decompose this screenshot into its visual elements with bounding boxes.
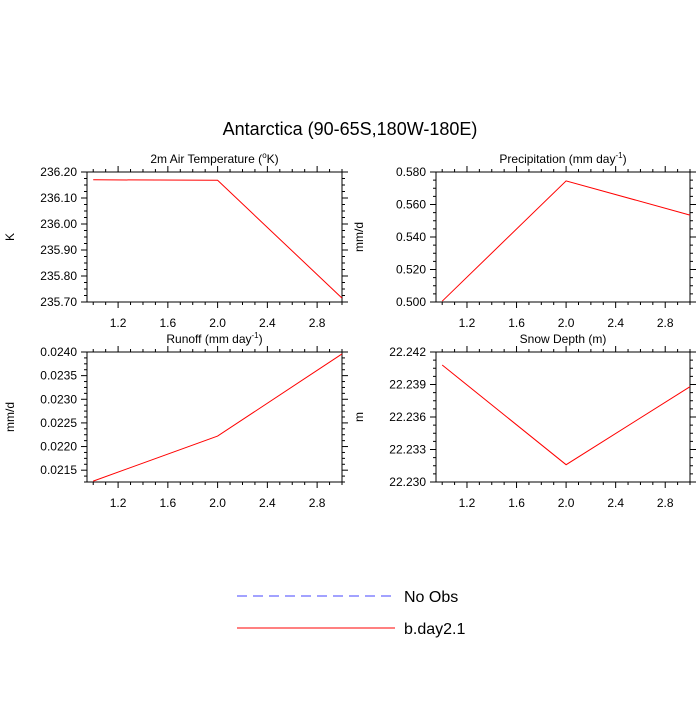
panel-title-main: Runoff (mm day: [166, 332, 251, 346]
series-line: [441, 180, 691, 302]
x-tick-label: 2.0: [558, 496, 575, 510]
y-tick-label: 0.580: [396, 165, 426, 179]
x-tick-label: 1.2: [110, 496, 127, 510]
series-line: [441, 364, 691, 466]
x-tick-label: 2.4: [259, 496, 276, 510]
panel-4: Snow Depth (m) m 1.2 1.6 2.0 2.4 2.8 22.230 22.2…: [352, 332, 696, 510]
x-tick-label: 1.6: [508, 316, 525, 330]
y-tick-label: 235.90: [40, 243, 77, 257]
figure-title: Antarctica (90-65S,180W-180E): [223, 119, 478, 139]
x-tick-label: 2.8: [657, 496, 674, 510]
y-tick-label: 236.10: [40, 191, 77, 205]
panel-title-sup: o: [262, 151, 267, 160]
legend-label: b.day2.1: [404, 621, 465, 638]
plot-frame: [86, 351, 343, 483]
series-line: [93, 179, 343, 299]
y-tick-label: 0.0235: [40, 369, 77, 383]
x-tick-label: 2.4: [607, 496, 624, 510]
x-tick-label: 1.2: [110, 316, 127, 330]
legend-label: No Obs: [404, 589, 458, 606]
x-tick-label: 2.0: [558, 316, 575, 330]
x-tick-label: 2.0: [209, 496, 226, 510]
y-tick-label: 0.560: [396, 198, 426, 212]
panel-title-main: Precipitation (mm day: [499, 152, 615, 166]
y-tick-label: 22.236: [389, 410, 426, 424]
x-tick-label: 1.6: [160, 496, 177, 510]
y-axis-label: mm/d: [352, 222, 366, 252]
x-tick-label: 2.4: [259, 316, 276, 330]
y-tick-label: 22.230: [389, 475, 426, 489]
x-tick-label: 1.2: [459, 316, 476, 330]
plot-frame: [86, 171, 343, 303]
x-tick-label: 2.8: [309, 316, 326, 330]
x-tick-label: 1.6: [160, 316, 177, 330]
y-tick-label: 22.233: [389, 443, 426, 457]
panel-title-tail: K): [267, 152, 279, 166]
x-tick-label: 2.8: [309, 496, 326, 510]
y-axis-label: K: [3, 233, 17, 241]
y-tick-label: 0.0240: [40, 345, 77, 359]
panel-title-tail: ): [623, 152, 627, 166]
y-tick-label: 22.242: [389, 345, 426, 359]
y-tick-label: 0.500: [396, 295, 426, 309]
panel-1: 2m Air Temperature (oK) K 1.2 1.6 2.0 2.4 2.8 2…: [3, 151, 348, 330]
panel-title: Snow Depth (m): [520, 332, 607, 346]
panel-title: 2m Air Temperature (oK): [150, 151, 278, 166]
y-tick-label: 0.0215: [40, 463, 77, 477]
y-tick-label: 0.520: [396, 263, 426, 277]
x-tick-label: 1.2: [459, 496, 476, 510]
panel-title-sup: -1: [252, 331, 260, 340]
panel-title: Precipitation (mm day-1): [499, 151, 626, 166]
x-tick-label: 2.4: [607, 316, 624, 330]
y-tick-label: 235.80: [40, 269, 77, 283]
panel-title-main: Snow Depth (m): [520, 332, 607, 346]
y-tick-label: 0.0225: [40, 416, 77, 430]
y-tick-label: 236.20: [40, 165, 77, 179]
y-tick-label: 22.239: [389, 378, 426, 392]
y-tick-label: 0.0220: [40, 440, 77, 454]
y-tick-label: 0.540: [396, 230, 426, 244]
x-tick-label: 1.6: [508, 496, 525, 510]
y-tick-label: 0.0230: [40, 392, 77, 406]
x-tick-label: 2.0: [209, 316, 226, 330]
panel-2: Precipitation (mm day-1) mm/d 1.2 1.6 2.0 2.4…: [352, 151, 696, 330]
panel-title-main: 2m Air Temperature (: [150, 152, 262, 166]
y-axis-label: m: [352, 412, 366, 422]
panel-title-tail: ): [259, 332, 263, 346]
y-axis-label: mm/d: [3, 402, 17, 432]
panel-title-sup: -1: [615, 151, 623, 160]
panel-title: Runoff (mm day-1): [166, 331, 262, 346]
x-tick-label: 2.8: [657, 316, 674, 330]
y-tick-label: 235.70: [40, 295, 77, 309]
panel-3: Runoff (mm day-1) mm/d 1.2 1.6 2.0 2.4 2.8 0.02…: [3, 331, 348, 510]
panels: 2m Air Temperature (oK) K 1.2 1.6 2.0 2.4 2.8 2…: [3, 151, 696, 510]
y-tick-label: 236.00: [40, 217, 77, 231]
plot-frame: [435, 171, 691, 303]
legend: No Obs b.day2.1: [237, 589, 465, 638]
series-line: [93, 353, 343, 482]
